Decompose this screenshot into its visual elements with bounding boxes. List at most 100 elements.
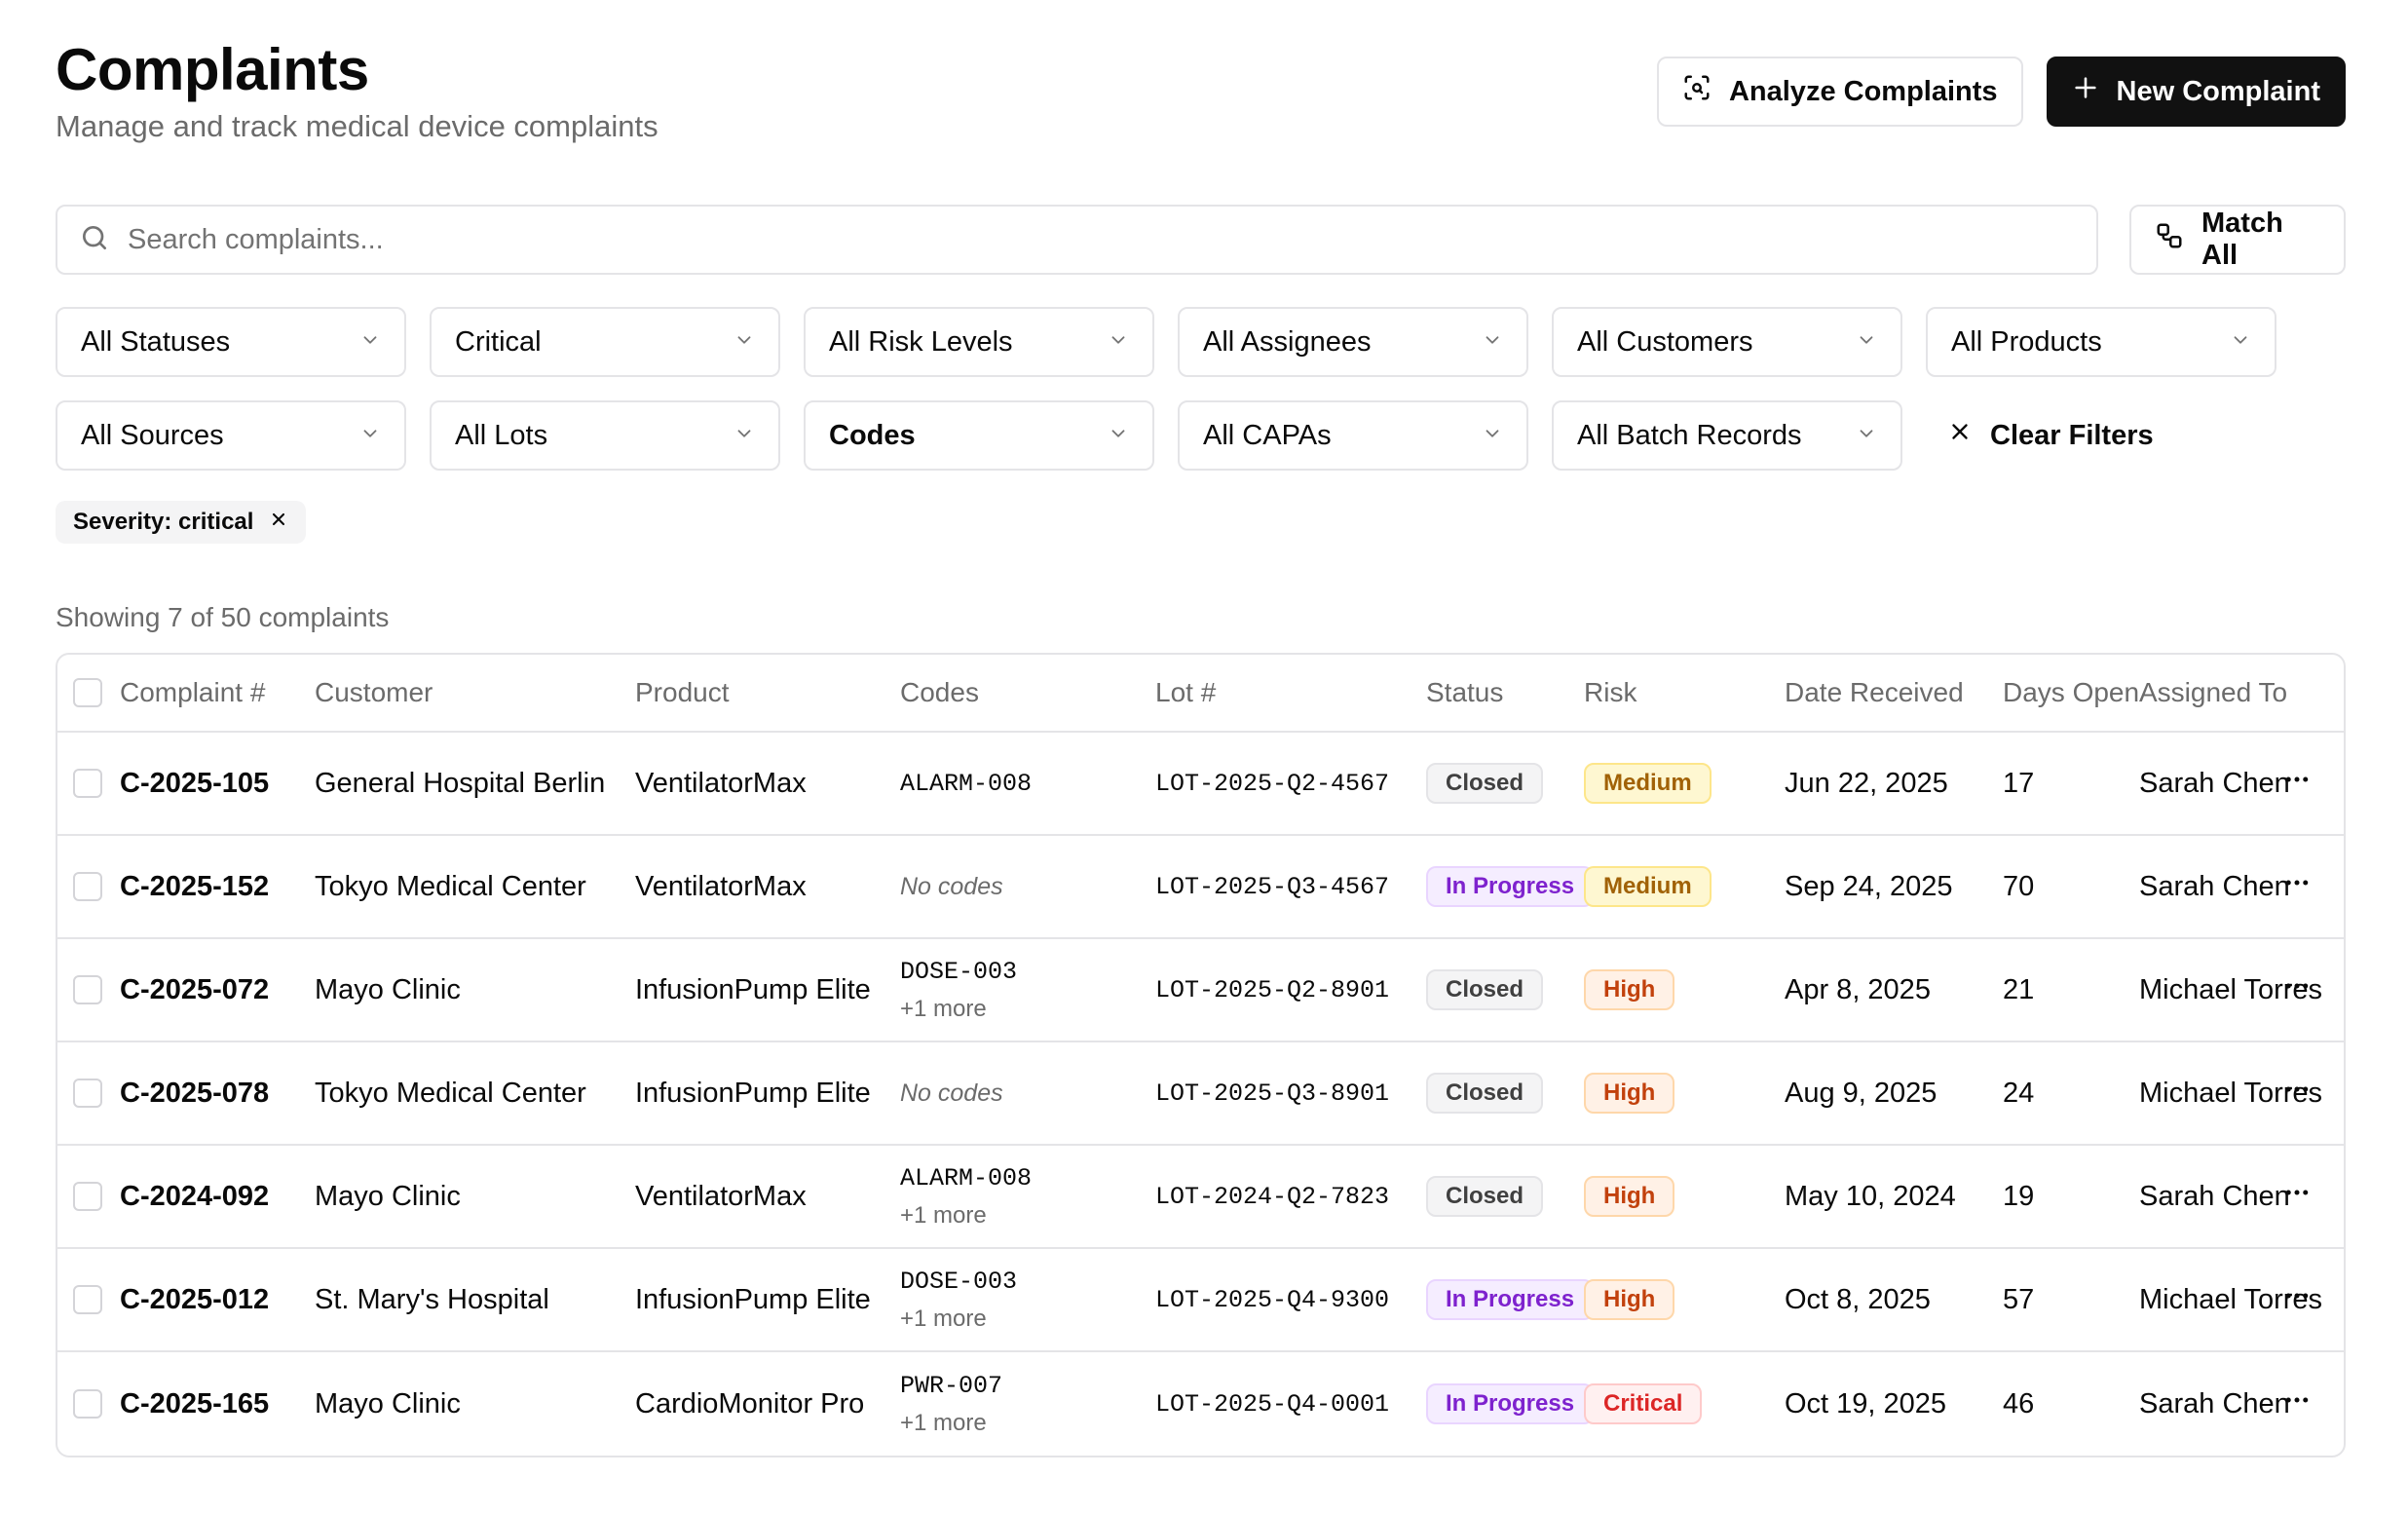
batch-filter[interactable]: All Batch Records [1552, 400, 1902, 471]
table-row[interactable]: C-2024-092 Mayo Clinic VentilatorMax ALARM-… [57, 1146, 2344, 1249]
checkbox[interactable] [73, 975, 102, 1004]
row-checkbox[interactable] [73, 1352, 102, 1456]
complaint-id[interactable]: C-2025-165 [120, 1352, 269, 1456]
product: VentilatorMax [635, 1146, 807, 1247]
assigned-to: Michael Torres [2139, 939, 2322, 1041]
select-all-checkbox[interactable] [73, 655, 102, 731]
complaint-id[interactable]: C-2025-152 [120, 836, 269, 937]
customer-filter[interactable]: All Customers [1552, 307, 1902, 377]
severity-filter-value: Critical [455, 325, 542, 358]
source-filter-value: All Sources [81, 419, 224, 451]
complaint-id[interactable]: C-2025-072 [120, 939, 269, 1041]
match-all-button[interactable]: Match All [2129, 205, 2346, 275]
table-row[interactable]: C-2025-105 General Hospital Berlin Ventila… [57, 733, 2344, 836]
checkbox[interactable] [73, 872, 102, 901]
complaint-id[interactable]: C-2025-078 [120, 1042, 269, 1144]
row-actions-button[interactable] [2282, 836, 2312, 937]
row-actions-button[interactable] [2282, 1146, 2312, 1247]
complaint-id[interactable]: C-2025-012 [120, 1249, 269, 1350]
row-checkbox[interactable] [73, 733, 102, 834]
checkbox[interactable] [73, 1285, 102, 1314]
date-text: Jun 22, 2025 [1785, 767, 1948, 799]
column-header-date-received[interactable]: Date Received [1785, 677, 1964, 707]
table-row[interactable]: C-2025-152 Tokyo Medical Center Ventilator… [57, 836, 2344, 939]
date-received: May 10, 2024 [1785, 1146, 1956, 1247]
table-row[interactable]: C-2025-012 St. Mary's Hospital InfusionPum… [57, 1249, 2344, 1352]
assignee-text: Sarah Chen [2139, 1387, 2290, 1419]
product-text: VentilatorMax [635, 1180, 807, 1212]
column-header-assigned-to[interactable]: Assigned To [2139, 677, 2288, 707]
product-text: InfusionPump Elite [635, 973, 871, 1005]
batch-filter-value: All Batch Records [1577, 419, 1802, 451]
more-horizontal-icon [2282, 1385, 2312, 1422]
column-header-lot[interactable]: Lot # [1155, 677, 1217, 707]
column-header-risk[interactable]: Risk [1584, 677, 1637, 707]
row-checkbox[interactable] [73, 1042, 102, 1144]
risk-filter[interactable]: All Risk Levels [804, 307, 1154, 377]
codes-filter-value: Codes [829, 419, 916, 451]
complaint-id[interactable]: C-2025-105 [120, 733, 269, 834]
days-text: 70 [2003, 870, 2035, 902]
column-header-days-open[interactable]: Days Open [2003, 677, 2140, 707]
column-header-product[interactable]: Product [635, 677, 730, 707]
code-text: ALARM-008 [900, 1163, 1033, 1192]
more-horizontal-icon [2282, 971, 2312, 1008]
row-actions-button[interactable] [2282, 733, 2312, 834]
column-header-customer[interactable]: Customer [315, 677, 433, 707]
codes-filter[interactable]: Codes [804, 400, 1154, 471]
status-filter[interactable]: All Statuses [56, 307, 406, 377]
clear-filters-button[interactable]: Clear Filters [1926, 400, 2276, 471]
row-checkbox[interactable] [73, 939, 102, 1041]
table-row[interactable]: C-2025-165 Mayo Clinic CardioMonitor Pro PW… [57, 1352, 2344, 1456]
row-actions-button[interactable] [2282, 1352, 2312, 1456]
status-badge: Closed [1426, 969, 1544, 1010]
search-box[interactable] [56, 205, 2098, 275]
row-actions-button[interactable] [2282, 939, 2312, 1041]
complaint-id[interactable]: C-2024-092 [120, 1146, 269, 1247]
lot-text: LOT-2025-Q2-8901 [1155, 975, 1390, 1004]
column-header-codes[interactable]: Codes [900, 677, 979, 707]
checkbox[interactable] [73, 678, 102, 707]
analyze-complaints-button[interactable]: Analyze Complaints [1656, 57, 2023, 127]
checkbox[interactable] [73, 1182, 102, 1211]
product-filter[interactable]: All Products [1926, 307, 2276, 377]
customer-text: Mayo Clinic [315, 1387, 461, 1419]
status: Closed [1426, 733, 1544, 834]
customer-text: Tokyo Medical Center [315, 870, 586, 902]
results-count: Showing 7 of 50 complaints [56, 602, 390, 632]
codes: ALARM-008 +1 more [900, 1146, 1032, 1247]
lot-text: LOT-2024-Q2-7823 [1155, 1182, 1390, 1211]
lot-number: LOT-2025-Q3-8901 [1155, 1042, 1389, 1144]
source-filter[interactable]: All Sources [56, 400, 406, 471]
row-actions-button[interactable] [2282, 1042, 2312, 1144]
column-header-complaint-id[interactable]: Complaint # [120, 677, 266, 707]
lot-text: LOT-2025-Q4-9300 [1155, 1285, 1390, 1314]
checkbox[interactable] [73, 1079, 102, 1108]
row-checkbox[interactable] [73, 836, 102, 937]
checkbox[interactable] [73, 1389, 102, 1419]
new-complaint-button[interactable]: New Complaint [2046, 57, 2346, 127]
customer-text: St. Mary's Hospital [315, 1283, 549, 1315]
capa-filter[interactable]: All CAPAs [1178, 400, 1528, 471]
column-header-status[interactable]: Status [1426, 677, 1504, 707]
customer: Tokyo Medical Center [315, 836, 586, 937]
plus-icon [2072, 74, 2099, 109]
lot-number: LOT-2025-Q4-0001 [1155, 1352, 1389, 1456]
chip-close-icon[interactable] [269, 509, 288, 536]
chip-label: Severity: critical [73, 509, 254, 535]
row-checkbox[interactable] [73, 1146, 102, 1247]
lot-filter[interactable]: All Lots [430, 400, 780, 471]
row-actions-button[interactable] [2282, 1249, 2312, 1350]
more-horizontal-icon [2282, 1281, 2312, 1318]
date-text: Oct 8, 2025 [1785, 1283, 1931, 1315]
row-checkbox[interactable] [73, 1249, 102, 1350]
search-input[interactable] [128, 223, 2075, 256]
complaint-id-text: C-2025-105 [120, 767, 270, 799]
new-complaint-label: New Complaint [2116, 75, 2320, 107]
checkbox[interactable] [73, 769, 102, 798]
table-row[interactable]: C-2025-078 Tokyo Medical Center InfusionPu… [57, 1042, 2344, 1146]
assignee-filter[interactable]: All Assignees [1178, 307, 1528, 377]
table-row[interactable]: C-2025-072 Mayo Clinic InfusionPump Elite D… [57, 939, 2344, 1042]
severity-filter[interactable]: Critical [430, 307, 780, 377]
code-text: PWR-007 [900, 1371, 1003, 1400]
